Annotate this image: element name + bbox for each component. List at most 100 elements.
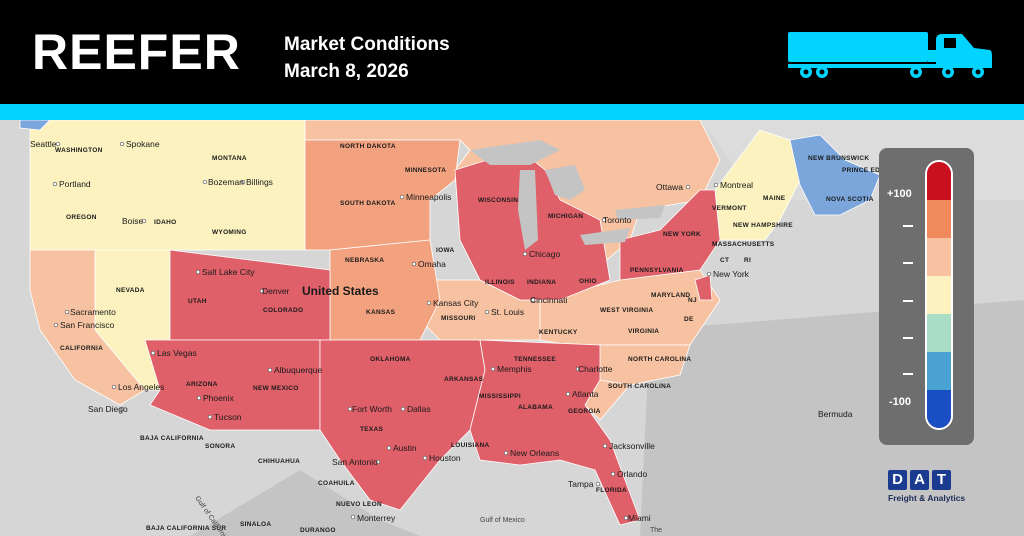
state-label: TEXAS [360, 426, 384, 433]
state-label: KANSAS [366, 309, 396, 316]
state-label: MAINE [763, 195, 786, 202]
country-label: United States [302, 284, 379, 298]
legend-bottom-label: -100 [889, 396, 912, 408]
city-label: Denver [262, 286, 290, 296]
city-label: Miami [628, 513, 651, 523]
city-label: Montreal [720, 180, 753, 190]
state-label: NORTH DAKOTA [340, 143, 396, 150]
state-label: GEORGIA [568, 408, 601, 415]
state-label: TENNESSEE [514, 356, 556, 363]
city-label: Cincinnati [530, 295, 567, 305]
state-label: ARIZONA [186, 381, 218, 388]
logo-letter: T [932, 470, 951, 490]
legend-swatch-hot [927, 162, 951, 200]
state-label: OREGON [66, 214, 97, 221]
city-label: Portland [59, 179, 91, 189]
bc-corner-region [19, 120, 51, 131]
legend-swatch-neutral [927, 276, 951, 314]
mexico-state-label: DURANGO [300, 527, 336, 534]
state-label: ALABAMA [518, 404, 553, 411]
city-label: Billings [246, 177, 273, 187]
city-label: Boise [122, 216, 144, 226]
state-label: UTAH [188, 298, 207, 305]
city-label: Omaha [418, 259, 446, 269]
state-label: NJ [688, 297, 697, 304]
state-label: NEW YORK [663, 231, 701, 238]
state-label: COLORADO [263, 307, 303, 314]
subtitle-date: March 8, 2026 [284, 61, 409, 82]
state-label: NEBRASKA [345, 257, 384, 264]
state-label: LOUISIANA [451, 442, 489, 449]
state-label: SOUTH CAROLINA [608, 383, 671, 390]
state-label: SOUTH DAKOTA [340, 200, 395, 207]
logo-letter: D [888, 470, 907, 490]
city-label: Atlanta [572, 389, 599, 399]
state-label: MINNESOTA [405, 167, 446, 174]
state-label: ARKANSAS [444, 376, 484, 383]
city-dots [52, 141, 719, 521]
hot-regions [144, 149, 721, 526]
state-label: DE [684, 316, 694, 323]
state-label: MARYLAND [651, 292, 690, 299]
state-label: CT [720, 257, 729, 264]
city-label: Ottawa [656, 182, 683, 192]
state-label: MASSACHUSETTS [712, 241, 775, 248]
maritimes-region [789, 134, 881, 216]
legend-swatch-mild [927, 238, 951, 276]
state-label: NEW HAMPSHIRE [733, 222, 793, 229]
province-label: NEW BRUNSWICK [808, 155, 869, 162]
logo-letter: A [910, 470, 929, 490]
state-label: FLORIDA [596, 487, 627, 494]
state-label: NORTH CAROLINA [628, 356, 691, 363]
city-label: Los Angeles [118, 382, 164, 392]
accent-bar [0, 104, 1024, 120]
city-label: Memphis [497, 364, 531, 374]
state-label: MISSISSIPPI [479, 393, 521, 400]
legend-swatch-warm [927, 200, 951, 238]
city-label: Jacksonville [609, 441, 655, 451]
city-label: Houston [429, 453, 461, 463]
state-label: RI [744, 257, 751, 264]
city-label: Fort Worth [352, 404, 392, 414]
city-label: Albuquerque [274, 365, 322, 375]
legend-tick [903, 225, 913, 227]
legend-color-scale [925, 160, 953, 430]
province-label: NOVA SCOTIA [826, 196, 874, 203]
reefer-truck-icon [788, 32, 992, 78]
state-label: WASHINGTON [55, 147, 103, 154]
state-label: KENTUCKY [539, 329, 578, 336]
city-label: San Diego [88, 404, 128, 414]
state-label: MICHIGAN [548, 213, 583, 220]
state-label: ILLINOIS [485, 279, 515, 286]
city-label: San Francisco [60, 320, 115, 330]
mexico-state-label: CHIHUAHUA [258, 458, 300, 465]
state-label: VERMONT [712, 205, 747, 212]
city-label: Sacramento [70, 307, 116, 317]
california-region [29, 249, 146, 406]
legend-tick [903, 373, 913, 375]
city-label: Seattle [30, 139, 57, 149]
state-label: NEVADA [116, 287, 145, 294]
city-label: Orlando [617, 469, 648, 479]
state-label: NEW MEXICO [253, 385, 299, 392]
legend-swatch-cool [927, 352, 951, 390]
state-label: WISCONSIN [478, 197, 518, 204]
legend-swatch-cold [927, 390, 951, 428]
mexico-state-label: SINALOA [240, 521, 271, 528]
water-label: The [650, 527, 662, 534]
great-lakes-water [470, 140, 665, 250]
city-label: Tucson [214, 412, 242, 422]
mexico-state-label: NUEVO LEON [336, 501, 382, 508]
city-label: Phoenix [203, 393, 234, 403]
mexico-state-label: BAJA CALIFORNIA [140, 435, 204, 442]
northwest-region [29, 120, 306, 271]
city-label: Dallas [407, 404, 431, 414]
city-label: Charlotte [578, 364, 613, 374]
water-label: Gulf of Mexico [480, 517, 525, 524]
city-label: Tampa [568, 479, 594, 489]
new-jersey-region [694, 274, 713, 301]
state-label: WYOMING [212, 229, 247, 236]
mexico-state-label: SONORA [205, 443, 235, 450]
state-label: OKLAHOMA [370, 356, 411, 363]
state-labels: WASHINGTON MONTANA NORTH DAKOTA MINNESOT… [55, 143, 929, 494]
